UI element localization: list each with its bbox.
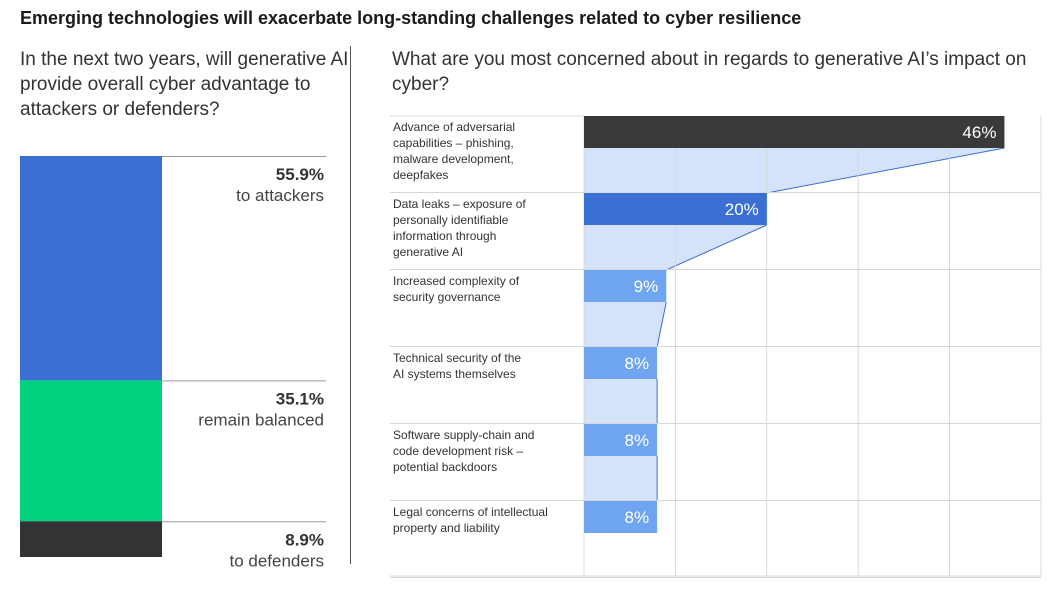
concern-category-label-5: Legal concerns of intellectual property a… bbox=[393, 505, 548, 535]
concern-category-label-line: Increased complexity of bbox=[393, 274, 520, 288]
funnel-connector-2 bbox=[584, 302, 667, 347]
concern-bar-3 bbox=[584, 347, 658, 379]
concern-category-label-4: Software supply-chain and code developmen… bbox=[393, 428, 534, 474]
left-question: In the next two years, will generative A… bbox=[20, 49, 349, 120]
stacked-segment-1 bbox=[20, 380, 162, 522]
concern-category-label-line: Data leaks – exposure of bbox=[393, 197, 526, 211]
concern-category-label-line: information through bbox=[393, 229, 496, 243]
concern-category-label-line: Legal concerns of intellectual bbox=[393, 505, 548, 519]
funnel-edge-0 bbox=[766, 147, 1005, 194]
concern-value-label-5: 8% bbox=[625, 508, 650, 527]
concern-category-label-line: malware development, bbox=[393, 152, 514, 166]
concern-category-label-line: Advance of adversarial bbox=[393, 120, 515, 134]
segment-value-label-0: 55.9% bbox=[276, 165, 324, 184]
concern-category-label-line: capabilities – phishing, bbox=[393, 136, 514, 150]
concern-category-label-2: Increased complexity of security governan… bbox=[393, 274, 520, 304]
segment-value-label-2: 8.9% bbox=[285, 530, 324, 549]
concern-category-label-1: Data leaks – exposure of personally ident… bbox=[393, 197, 526, 259]
funnel-edge-1 bbox=[666, 224, 768, 271]
concern-bar-2 bbox=[584, 270, 667, 302]
segment-value-label-1: 35.1% bbox=[276, 389, 324, 408]
concern-value-label-3: 8% bbox=[625, 354, 650, 373]
stacked-segment-0 bbox=[20, 156, 162, 381]
concern-category-label-line: code development risk – bbox=[393, 444, 523, 458]
concern-value-label-2: 9% bbox=[634, 277, 659, 296]
right-question: What are you most concerned about in reg… bbox=[392, 49, 1027, 95]
funnel-connector-4 bbox=[584, 456, 658, 501]
concern-bar-4 bbox=[584, 424, 658, 456]
funnel-connector-3 bbox=[584, 379, 658, 424]
concern-category-label-line: personally identifiable bbox=[393, 213, 509, 227]
chart-title: Emerging technologies will exacerbate lo… bbox=[20, 8, 802, 28]
segment-category-label-1: remain balanced bbox=[198, 410, 324, 429]
concern-bar-0 bbox=[584, 116, 1005, 148]
segment-category-label-2: to defenders bbox=[229, 551, 324, 570]
concern-value-label-0: 46% bbox=[962, 123, 996, 142]
concern-category-label-0: Advance of adversarial capabilities – phi… bbox=[393, 120, 515, 182]
concern-category-label-line: deepfakes bbox=[393, 168, 448, 182]
concern-value-label-1: 20% bbox=[725, 200, 759, 219]
panel-divider bbox=[350, 46, 351, 564]
concern-category-label-line: Software supply-chain and bbox=[393, 428, 534, 442]
concern-value-label-4: 8% bbox=[625, 431, 650, 450]
concern-category-label-line: Technical security of the bbox=[393, 351, 521, 365]
segment-category-label-0: to attackers bbox=[236, 186, 324, 205]
concern-category-label-line: AI systems themselves bbox=[393, 367, 516, 381]
concern-bar-5 bbox=[584, 501, 658, 533]
concern-category-label-3: Technical security of the AI systems them… bbox=[393, 351, 521, 381]
funnel-edge-2 bbox=[656, 301, 667, 348]
concern-category-label-line: security governance bbox=[393, 290, 501, 304]
concern-category-label-line: generative AI bbox=[393, 245, 463, 259]
concern-category-label-line: potential backdoors bbox=[393, 460, 497, 474]
stacked-segment-2 bbox=[20, 521, 162, 557]
funnel-connector-0 bbox=[584, 148, 1005, 193]
concern-category-label-line: property and liability bbox=[393, 521, 500, 535]
concern-bar-1 bbox=[584, 193, 767, 225]
